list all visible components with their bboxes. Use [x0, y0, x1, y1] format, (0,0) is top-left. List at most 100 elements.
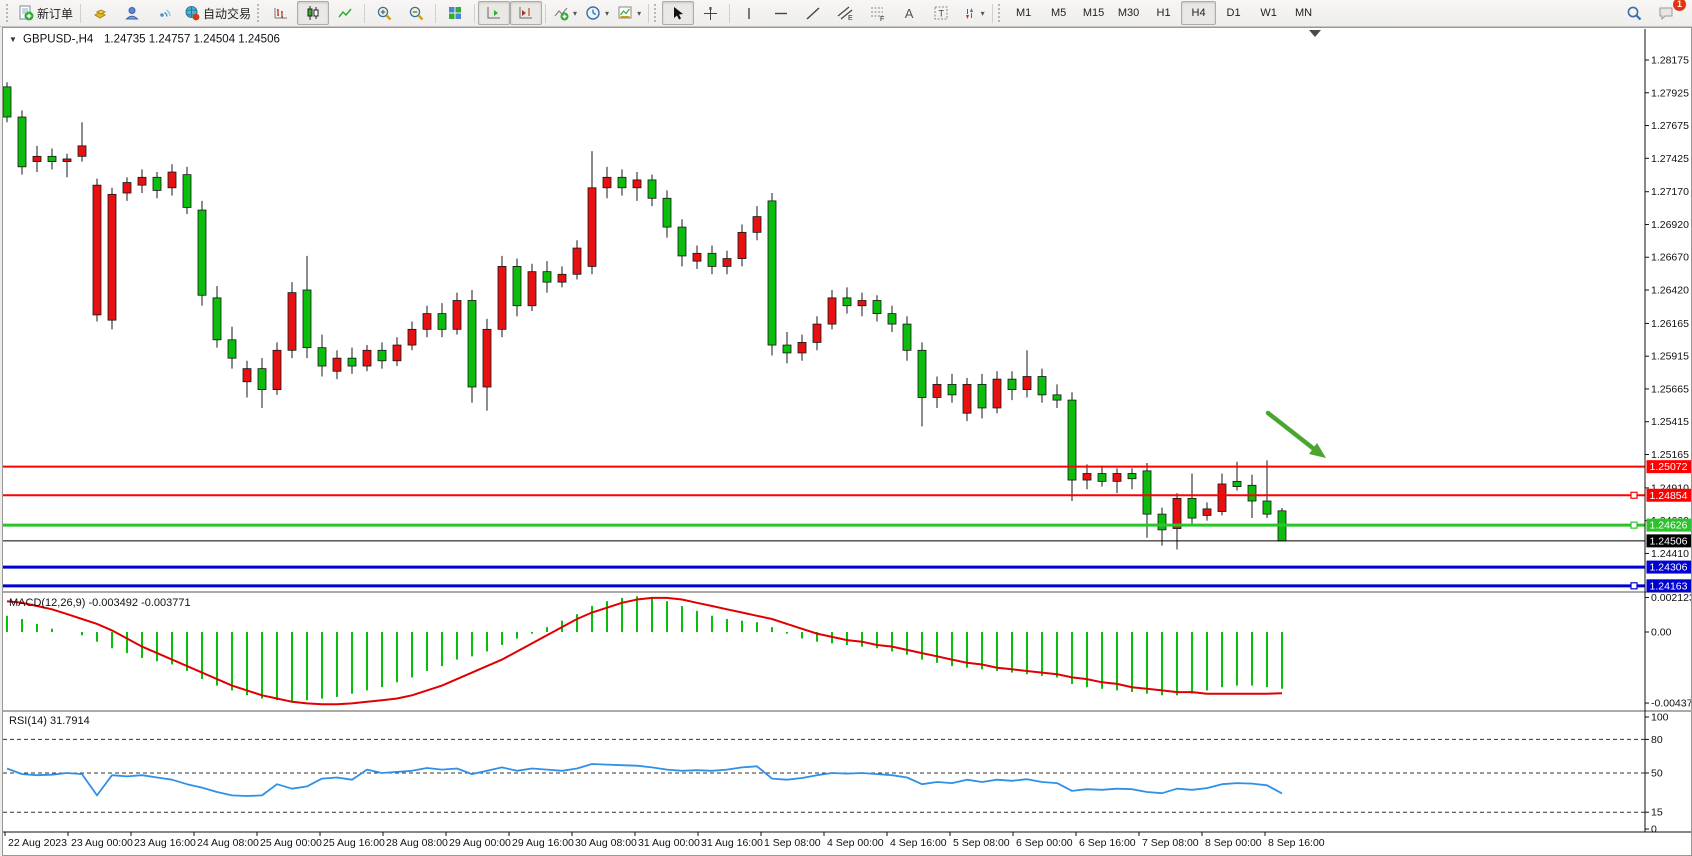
chart-shift-button[interactable]: [510, 1, 543, 25]
time-axis-label: 6 Sep 00:00: [1016, 837, 1073, 849]
arrow-annotation[interactable]: [1265, 410, 1326, 458]
dropdown-arrow-icon: ▾: [573, 8, 578, 18]
line-chart-button[interactable]: [329, 1, 361, 25]
candle-body: [152, 176, 162, 191]
toolbar-grip: [6, 4, 10, 22]
templates-button[interactable]: ▾: [613, 1, 645, 25]
rsi-axis-label: 80: [1651, 734, 1663, 746]
fibonacci-tool-button[interactable]: F: [861, 1, 893, 25]
horizontal-line-tool-button[interactable]: [765, 1, 797, 25]
arrows-icon: [965, 7, 973, 19]
hline-handle[interactable]: [1630, 491, 1638, 499]
indicators-button[interactable]: ▾: [549, 1, 581, 25]
cursor-tool-button[interactable]: [662, 1, 695, 25]
candle-body: [947, 383, 957, 396]
arrows-tool-button[interactable]: ▾: [957, 1, 989, 25]
time-axis-label: 29 Aug 16:00: [512, 837, 574, 849]
candlestick-icon: [307, 6, 319, 20]
candle-body: [392, 344, 402, 362]
candle-body: [512, 266, 522, 307]
profile-button[interactable]: [116, 1, 148, 25]
chart-title: ▼ GBPUSD-,H4 1.24735 1.24757 1.24504 1.245…: [9, 34, 280, 46]
candle-body: [377, 349, 387, 362]
candlestick-chart-button[interactable]: [297, 1, 330, 25]
candle-body: [1157, 513, 1167, 531]
zoom-out-button[interactable]: [400, 1, 432, 25]
candle-body: [1037, 376, 1047, 396]
crosshair-tool-button[interactable]: [694, 1, 726, 25]
vertical-line-icon: [748, 7, 750, 19]
candle-body: [3, 86, 12, 118]
candle-body: [782, 344, 792, 354]
channel-tool-button[interactable]: E: [829, 1, 861, 25]
price-axis-tick-label: 1.27925: [1651, 87, 1689, 99]
arrow-annotation-shaft[interactable]: [1265, 410, 1317, 452]
timeframe-h1-button[interactable]: H1: [1156, 7, 1171, 19]
price-tag-text: 1.25072: [1650, 461, 1688, 473]
search-button[interactable]: [1618, 1, 1650, 25]
candle-body: [902, 323, 912, 351]
candle-body: [467, 300, 477, 388]
zoom-in-icon: [377, 6, 391, 20]
time-axis-label: 31 Aug 00:00: [638, 837, 700, 849]
text-label-tool-button[interactable]: T: [925, 1, 957, 25]
notifications-button[interactable]: 1: [1650, 0, 1686, 25]
timeframe-d1-button[interactable]: D1: [1226, 7, 1241, 19]
time-axis-label: 30 Aug 08:00: [575, 837, 637, 849]
main-toolbar: 新订单 自动交易 ▾: [0, 0, 1692, 27]
dropdown-arrow-icon: ▾: [637, 8, 642, 18]
periods-button[interactable]: ▾: [581, 1, 613, 25]
auto-scroll-button[interactable]: [478, 1, 511, 25]
hline-1.24626[interactable]: [3, 521, 1645, 529]
new-order-button[interactable]: 新订单: [14, 1, 77, 25]
candle-body: [572, 247, 582, 275]
candle-body: [452, 300, 462, 330]
collapse-arrow-icon: ▼: [9, 35, 17, 44]
price-tag-box: [1646, 518, 1691, 532]
candle-body: [242, 368, 252, 383]
trendline-tool-button[interactable]: [797, 1, 829, 25]
time-axis-label: 5 Sep 08:00: [953, 837, 1010, 849]
rsi-axis-label: 50: [1651, 768, 1663, 780]
hline-1.24854[interactable]: [3, 491, 1645, 499]
price-axis-tick-label: 1.27675: [1651, 120, 1689, 132]
signal-icon: [160, 9, 171, 17]
price-axis[interactable]: 1.28175 1.27925 1.27675 1.27425 1.27170 1.269…: [1644, 29, 1689, 832]
candle-body: [122, 182, 132, 194]
candle-body: [722, 258, 732, 267]
arrow-annotation-head[interactable]: [1309, 443, 1326, 458]
market-button[interactable]: [84, 1, 116, 25]
timeframe-mn-button[interactable]: MN: [1295, 7, 1313, 19]
fibonacci-icon: F: [870, 7, 884, 21]
autotrading-globe-icon: [185, 6, 200, 21]
text-tool-button[interactable]: A: [893, 1, 925, 25]
auto-trading-button[interactable]: 自动交易: [180, 1, 255, 25]
timeframe-m5-button[interactable]: M5: [1050, 7, 1067, 19]
candle-body: [812, 323, 822, 343]
clock-icon: [586, 6, 600, 20]
chart-canvas[interactable]: MACD(12,26,9) -0.003492 -0.003771 0.00212…: [3, 28, 1691, 855]
timeframe-m15-button[interactable]: M15: [1082, 7, 1105, 19]
candle-body: [1067, 399, 1077, 481]
hline-handle[interactable]: [1630, 582, 1638, 590]
price-tag-box: [1646, 579, 1691, 593]
vertical-line-tool-button[interactable]: [733, 1, 765, 25]
bar-chart-button[interactable]: [265, 1, 297, 25]
candle-body: [752, 216, 762, 233]
timeframe-m30-button[interactable]: M30: [1117, 7, 1140, 19]
timeframe-m1-button[interactable]: M1: [1015, 7, 1032, 19]
rsi-axis-label: 15: [1651, 807, 1663, 819]
hline-1.24163[interactable]: [3, 582, 1645, 590]
tile-windows-button[interactable]: [439, 1, 471, 25]
candle-body: [797, 342, 807, 354]
macd-signal-line: [6, 596, 1283, 706]
hline-handle[interactable]: [1630, 521, 1638, 529]
toolbar-separator: [729, 3, 731, 23]
timeframe-h4-button[interactable]: H4: [1181, 1, 1217, 25]
zoom-in-button[interactable]: [368, 1, 400, 25]
signal-button[interactable]: [148, 1, 180, 25]
time-axis[interactable]: 22 Aug 2023 23 Aug 00:00 23 Aug 16:00 24 Au…: [3, 831, 1691, 849]
timeframe-w1-button[interactable]: W1: [1260, 7, 1277, 19]
candle-body: [482, 328, 492, 388]
candle-body: [137, 176, 147, 186]
